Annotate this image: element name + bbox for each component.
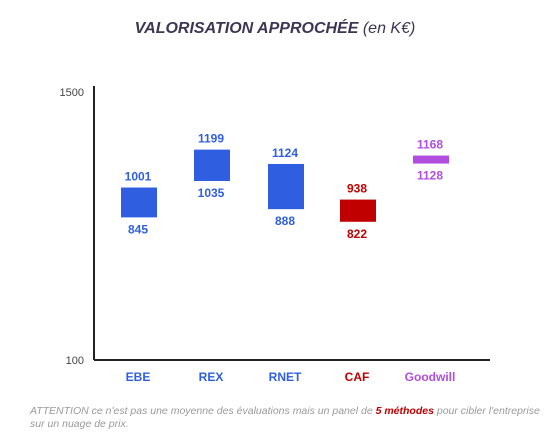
footnote-text-end: pour cibler l'entreprise sur un nuage de… [30,405,540,430]
data-label-low: 845 [128,222,148,236]
valuation-chart: 100 1500 1001 845 EBE 1199 1035 REX 1124 888 RNET 9… [60,86,490,384]
bar-ebe [121,187,157,218]
x-tick-label: Goodwill [405,370,456,384]
data-label-high: 1001 [125,170,152,184]
bar-rnet [268,163,304,210]
bar-caf [340,199,376,222]
data-label-low: 822 [347,227,367,241]
data-label-high: 938 [347,182,367,196]
data-label-low: 888 [275,214,295,228]
y-tick-label: 1500 [60,87,84,99]
footnote-text-start: ATTENTION ce n'est pas une moyenne des é… [30,405,376,417]
x-tick-label: REX [199,370,224,384]
footnote: ATTENTION ce n'est pas une moyenne des é… [30,405,540,431]
data-label-high: 1124 [272,146,298,160]
y-tick-label: 100 [66,355,84,367]
x-tick-label: RNET [269,370,302,384]
data-label-low: 1035 [198,186,225,200]
footnote-highlight: 5 méthodes [375,405,434,417]
chart-title-main: VALORISATION APPROCHÉE [134,20,359,37]
chart-title-unit: (en K€) [362,20,416,37]
chart-title: VALORISATION APPROCHÉE (en K€) [0,20,550,38]
data-label-high: 1168 [417,138,443,152]
bar-goodwill [413,155,449,164]
bar-rex [194,149,230,182]
x-tick-label: CAF [345,370,370,384]
data-label-low: 1128 [417,169,443,183]
x-tick-label: EBE [126,370,151,384]
data-label-high: 1199 [198,132,224,146]
